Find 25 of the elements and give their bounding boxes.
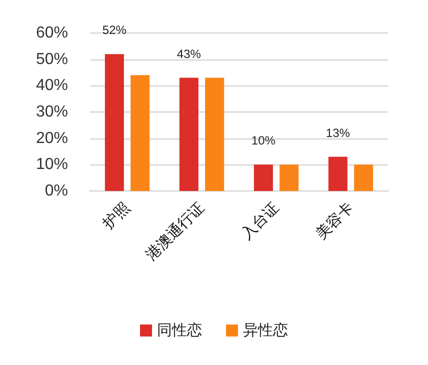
y-tick-label: 40% (36, 77, 68, 94)
data-label: 10% (251, 134, 276, 148)
bar (280, 164, 299, 191)
bar (328, 156, 348, 191)
y-tick-label: 50% (36, 50, 68, 68)
data-label: 43% (176, 46, 202, 61)
bar (254, 164, 273, 191)
x-tick-label: 入台证 (238, 198, 282, 243)
y-tick-label: 60% (36, 24, 68, 42)
legend-label: 同性恋 (157, 322, 202, 339)
bar (354, 164, 374, 191)
bar (130, 75, 150, 191)
y-tick-label: 30% (36, 104, 68, 120)
x-tick-label: 美容卡 (312, 198, 357, 243)
bar (179, 78, 198, 191)
bar (104, 54, 124, 191)
y-tick-label: 0% (44, 182, 68, 200)
x-tick-label: 护照 (99, 198, 134, 233)
data-label: 52% (102, 23, 127, 38)
x-tick-label: 港澳通行证 (142, 198, 208, 264)
data-label: 13% (326, 126, 350, 140)
legend-label: 异性恋 (243, 322, 288, 339)
bar (205, 78, 224, 191)
y-tick-label: 20% (36, 130, 68, 147)
y-tick-label: 10% (36, 156, 68, 174)
